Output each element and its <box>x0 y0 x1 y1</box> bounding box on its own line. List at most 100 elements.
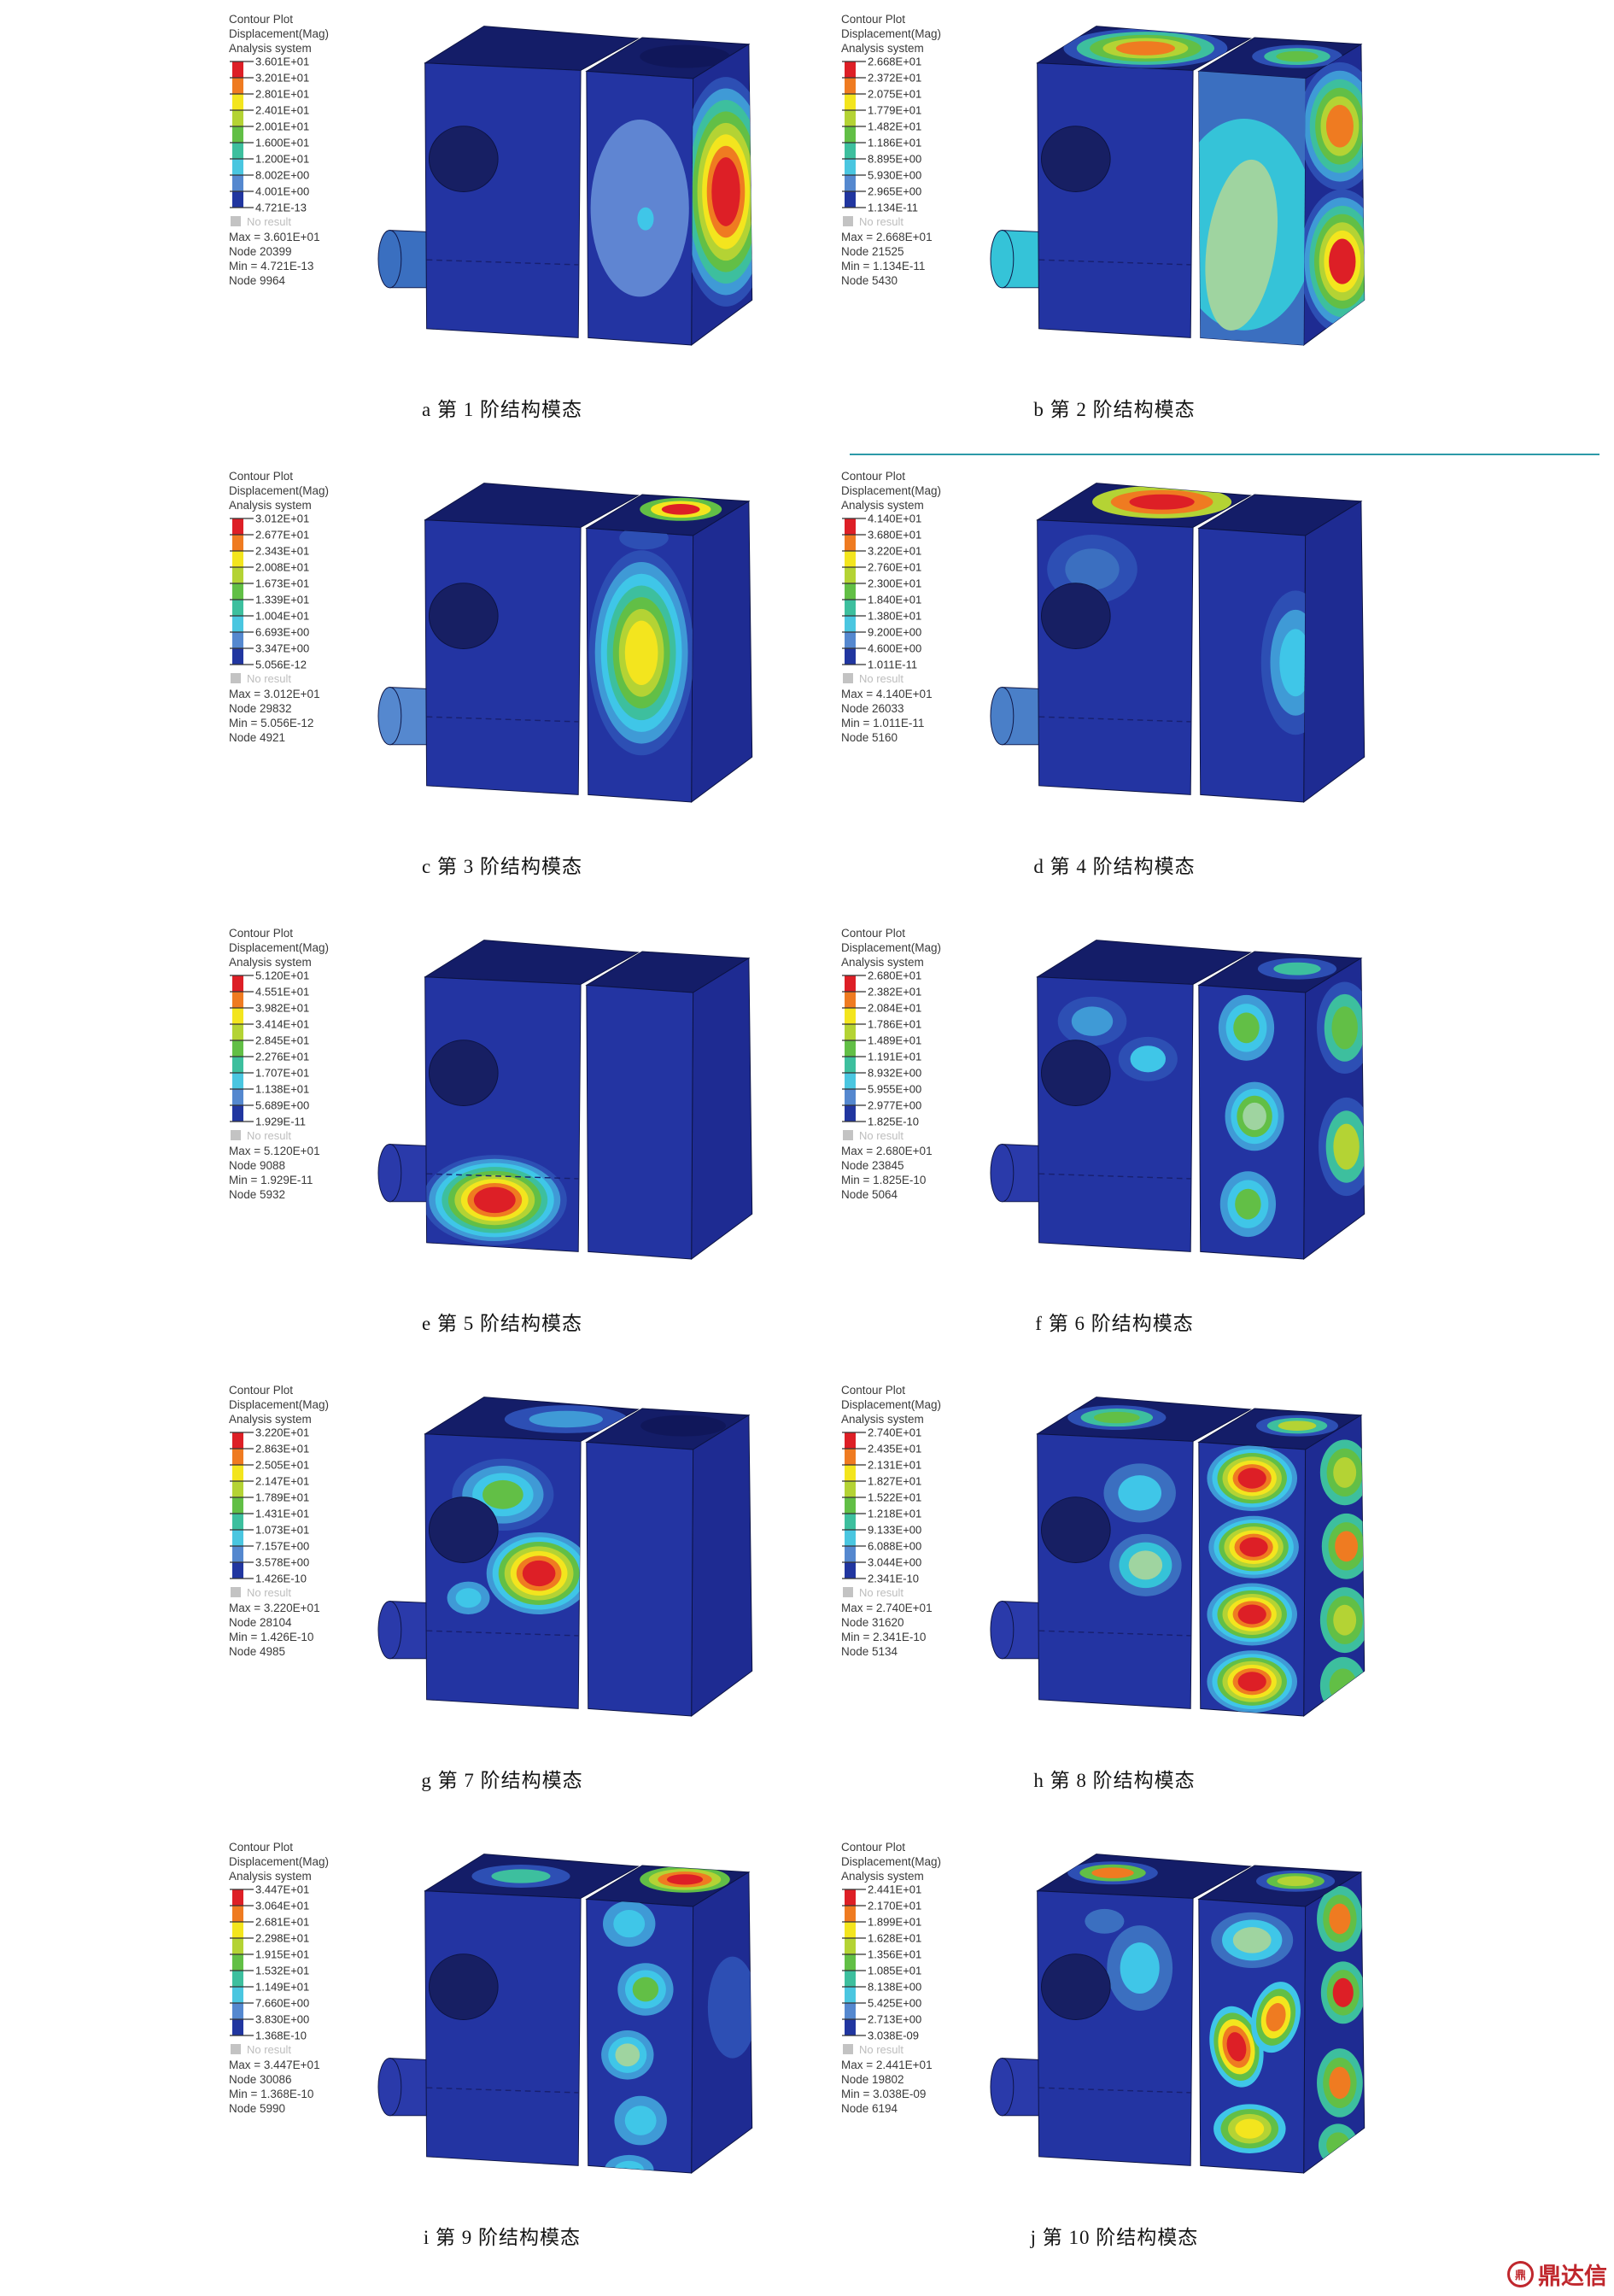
panel-caption-h: h 第 8 阶结构模态 <box>1033 1770 1196 1791</box>
colorbar-band <box>845 1105 856 1122</box>
legend-max-value: Max = 2.441E+01 <box>841 2059 933 2071</box>
colorbar-band <box>845 1465 856 1481</box>
colorbar-band <box>845 1954 856 1971</box>
colorbar-band <box>232 1089 243 1105</box>
legend-level-value: 2.681E+01 <box>255 1916 309 1929</box>
colorbar-band <box>232 62 243 78</box>
legend-level-value: 2.008E+01 <box>255 561 309 574</box>
colorbar-band <box>845 551 856 567</box>
contour-level <box>1232 1927 1272 1953</box>
colorbar-band <box>232 1481 243 1497</box>
legend-colorbar: 2.668E+01 2.372E+01 2.075E+01 1.779E+01 1.48… <box>842 57 921 214</box>
cylinder-cap <box>990 2058 1015 2117</box>
colorbar-band <box>845 632 856 648</box>
legend-min-value: Min = 2.341E-10 <box>841 1631 927 1643</box>
legend-max-node: Node 23845 <box>841 1159 904 1172</box>
colorbar-band <box>845 1497 856 1514</box>
legend-title-line-1: Displacement(Mag) <box>841 27 942 40</box>
colorbar-band <box>232 1040 243 1057</box>
colorbar-band <box>845 1024 856 1040</box>
legend-title-line-2: Analysis system <box>229 1870 312 1883</box>
legend-level-value: 2.713E+00 <box>868 2013 921 2026</box>
legend-level-value: 5.955E+00 <box>868 1083 921 1096</box>
contour-level <box>1237 1672 1266 1692</box>
legend-colorbar: 2.680E+01 2.382E+01 2.084E+01 1.786E+01 1.48… <box>842 971 921 1128</box>
structure-view <box>377 1397 753 1717</box>
block-face-leftFront <box>424 519 582 795</box>
colorbar-band <box>845 1449 856 1465</box>
legend-level-value: 1.149E+01 <box>255 1981 309 1994</box>
legend-min-value: Min = 1.011E-11 <box>841 717 925 729</box>
no-result-label: No result <box>247 671 292 685</box>
watermark-logo-icon: 鼎 <box>1507 2261 1534 2287</box>
legend-level-value: 1.191E+01 <box>868 1051 921 1063</box>
legend-max-node: Node 28104 <box>229 1616 292 1629</box>
contour-blob <box>1205 159 1278 331</box>
contour-blob <box>1213 2104 1286 2153</box>
legend-colorbar: 3.447E+01 3.064E+01 2.681E+01 2.298E+01 1.91… <box>230 1885 309 2042</box>
legend-title-line-2: Analysis system <box>229 1413 312 1426</box>
legend: Contour Plot Displacement(Mag) Analysis sy… <box>841 12 982 288</box>
no-result-swatch-icon <box>231 673 241 683</box>
colorbar-band <box>845 518 856 535</box>
legend-min-node: Node 4985 <box>229 1645 286 1658</box>
contour-level <box>1329 238 1356 284</box>
legend-level-value: 3.064E+01 <box>255 1900 309 1912</box>
contour-blob <box>603 1901 656 1948</box>
block-face-leftFront <box>424 1890 582 2166</box>
contour-blob <box>1067 1861 1158 1885</box>
structure-view <box>990 1854 1365 2174</box>
bore-hole <box>428 1040 499 1106</box>
legend-level-value: 7.660E+00 <box>255 1997 309 2010</box>
no-result-label: No result <box>859 1585 904 1599</box>
legend-level-value: 2.863E+01 <box>255 1443 309 1456</box>
legend-title-line-1: Displacement(Mag) <box>841 941 942 954</box>
legend-level-value: 5.930E+00 <box>868 169 921 182</box>
legend-level-value: 3.414E+01 <box>255 1018 309 1031</box>
colorbar-band <box>232 2003 243 2019</box>
no-result-swatch-icon <box>231 2044 241 2054</box>
no-result-label: No result <box>247 214 292 228</box>
colorbar-band <box>845 1562 856 1578</box>
colorbar-band <box>845 1530 856 1546</box>
legend-min-value: Min = 1.426E-10 <box>229 1631 314 1643</box>
legend-min-node: Node 5430 <box>841 274 898 287</box>
legend-no-result: No result <box>231 214 370 228</box>
contour-level <box>624 2106 657 2135</box>
no-result-label: No result <box>247 1585 292 1599</box>
legend-no-result: No result <box>843 214 982 228</box>
colorbar-band <box>845 1987 856 2003</box>
colorbar-band <box>845 648 856 665</box>
legend-level-value: 1.786E+01 <box>868 1018 921 1031</box>
legend-min-node: Node 5064 <box>841 1188 898 1201</box>
panel-d: Contour Plot Displacement(Mag) Analysis sy… <box>841 464 1388 921</box>
legend-title-line-2: Analysis system <box>841 1413 924 1426</box>
legend-level-value: 3.578E+00 <box>255 1556 309 1569</box>
contour-level <box>1091 1867 1134 1878</box>
legend-level-value: 1.431E+01 <box>255 1508 309 1520</box>
panel-j: Contour Plot Displacement(Mag) Analysis sy… <box>841 1835 1388 2292</box>
colorbar-band <box>845 1040 856 1057</box>
panel-caption-i: i 第 9 阶结构模态 <box>423 2227 582 2248</box>
panel-caption-e: e 第 5 阶结构模态 <box>422 1313 582 1334</box>
legend-title-line-1: Displacement(Mag) <box>841 484 942 497</box>
legend-level-value: 8.932E+00 <box>868 1067 921 1080</box>
contour-level <box>1235 2118 1265 2139</box>
legend-level-value: 1.004E+01 <box>255 610 309 623</box>
legend-level-value: 1.779E+01 <box>868 104 921 117</box>
legend-min-node: Node 5160 <box>841 731 898 744</box>
contour-blob <box>1225 1081 1284 1151</box>
contour-blob <box>1319 1587 1365 1654</box>
colorbar-band <box>845 175 856 191</box>
legend-title-line-0: Contour Plot <box>841 1841 906 1854</box>
colorbar-band <box>845 1057 856 1073</box>
legend-no-result: No result <box>231 1128 370 1142</box>
legend: Contour Plot Displacement(Mag) Analysis sy… <box>229 12 370 288</box>
legend-level-value: 6.088E+00 <box>868 1540 921 1553</box>
legend-level-value: 1.789E+01 <box>255 1491 309 1504</box>
panel-caption-g: g 第 7 阶结构模态 <box>421 1770 583 1791</box>
legend-max-node: Node 29832 <box>229 702 292 715</box>
legend-level-value: 3.044E+00 <box>868 1556 921 1569</box>
contour-blob <box>1207 1583 1297 1646</box>
colorbar-band <box>232 1057 243 1073</box>
